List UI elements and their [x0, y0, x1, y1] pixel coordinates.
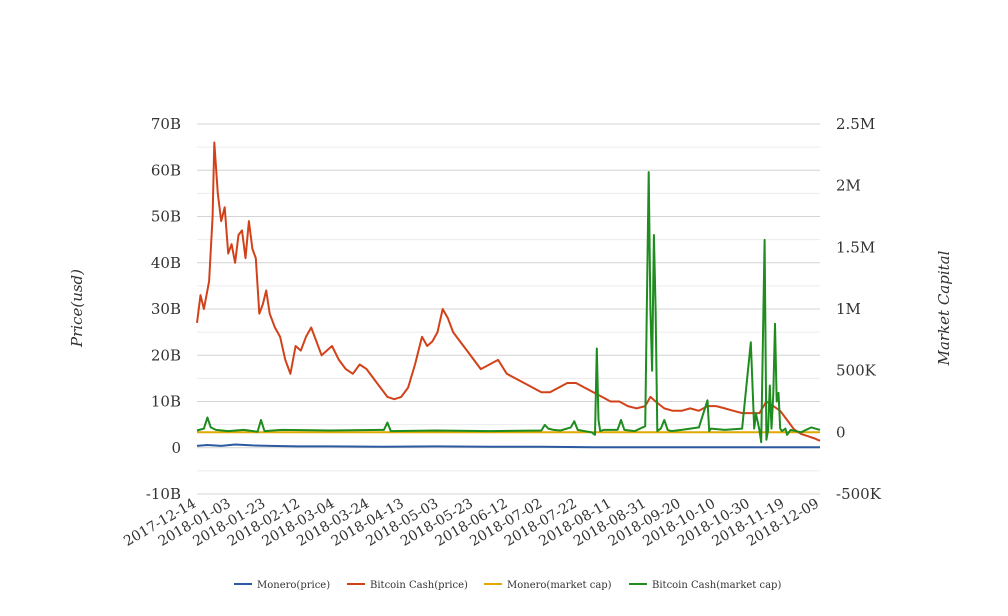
legend-label: Monero(price) [257, 580, 330, 591]
y2-tick-label: 1M [836, 300, 861, 318]
series-lines [196, 141, 821, 449]
y-tick-label: 20B [151, 346, 181, 364]
y-tick-label: 40B [151, 254, 181, 272]
y2-axis-title: Market Capital [935, 250, 953, 366]
series-line-0 [196, 443, 820, 449]
x-ticks: 2017-12-142018-01-032018-01-232018-02-12… [121, 496, 822, 550]
legend-label: Bitcoin Cash(price) [370, 580, 468, 591]
legend-label: Monero(market cap) [507, 580, 612, 591]
y-tick-label: 70B [151, 115, 181, 133]
grid [197, 123, 820, 495]
y-tick-label: 10B [151, 393, 181, 411]
y-tick-label: -10B [146, 485, 181, 503]
legend-label: Bitcoin Cash(market cap) [652, 580, 781, 591]
y2-tick-label: 0 [836, 423, 846, 441]
y2-tick-label: 1.5M [836, 238, 875, 256]
y-ticks-right: 2.5M 2M 1.5M 1M 500K 0 -500K [836, 115, 882, 503]
y-ticks-left: 70B 60B 50B 40B 30B 20B 10B 0 -10B [146, 115, 181, 503]
y-axis-title: Price(usd) [68, 269, 86, 348]
series-line-3 [196, 171, 821, 444]
legend: Monero(price) Bitcoin Cash(price) Monero(m… [234, 580, 781, 591]
y-tick-label: 50B [151, 208, 181, 226]
series-line-1 [196, 141, 821, 442]
y2-tick-label: 500K [836, 362, 877, 380]
y-tick-label: 30B [151, 300, 181, 318]
y2-tick-label: -500K [836, 485, 882, 503]
y-tick-label: 60B [151, 161, 181, 179]
y2-tick-label: 2.5M [836, 115, 875, 133]
y2-tick-label: 2M [836, 177, 861, 195]
y-tick-label: 0 [171, 439, 181, 457]
